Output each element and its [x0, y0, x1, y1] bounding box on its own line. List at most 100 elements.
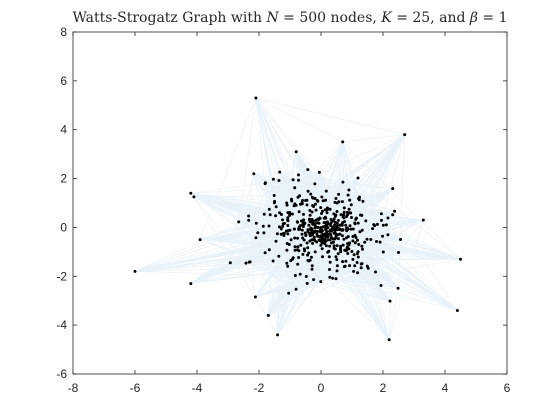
graph-node — [381, 234, 384, 238]
graph-node — [309, 228, 313, 232]
graph-node — [360, 244, 364, 248]
graph-node — [302, 238, 306, 242]
graph-node — [274, 205, 278, 209]
graph-node — [313, 197, 317, 200]
graph-node — [285, 248, 289, 252]
graph-node — [380, 218, 383, 222]
graph-node — [318, 239, 322, 243]
graph-node — [285, 203, 289, 207]
graph-node — [286, 216, 290, 220]
graph-node — [328, 275, 332, 279]
graph-node — [316, 234, 320, 238]
graph-node — [314, 202, 317, 206]
graph-node — [286, 232, 290, 236]
graph-node — [306, 189, 310, 193]
graph-node — [334, 277, 338, 281]
graph-node — [277, 179, 281, 182]
graph-node — [189, 191, 193, 195]
graph-node — [291, 178, 295, 182]
graph-node — [345, 215, 349, 218]
graph-node — [312, 205, 316, 208]
graph-node — [319, 234, 323, 238]
graph-node — [300, 201, 304, 204]
graph-node — [335, 225, 339, 228]
graph-node — [288, 212, 292, 216]
graph-node — [355, 261, 359, 264]
graph-node — [393, 209, 397, 213]
graph-node — [298, 227, 302, 231]
graph-node — [320, 237, 324, 241]
y-tick-label: 6 — [60, 74, 67, 88]
graph-node — [337, 192, 341, 196]
graph-node — [348, 224, 352, 228]
graph-node — [326, 250, 330, 254]
graph-node — [335, 258, 339, 262]
graph-node — [333, 229, 337, 233]
graph-node — [371, 227, 375, 231]
chart-title: Watts-Strogatz Graph with N = 500 nodes,… — [72, 10, 507, 26]
graph-node — [303, 231, 307, 235]
graph-node — [287, 291, 291, 295]
graph-node — [360, 213, 364, 217]
graph-node — [296, 262, 300, 266]
graph-node — [253, 295, 257, 299]
graph-node — [313, 182, 317, 186]
graph-node — [278, 225, 281, 229]
graph-node — [297, 178, 300, 182]
graph-node — [340, 234, 344, 238]
graph-node — [351, 257, 355, 261]
graph-node — [325, 234, 329, 238]
graph-node — [320, 195, 324, 199]
graph-node — [279, 227, 283, 231]
graph-node — [304, 275, 308, 278]
graph-node — [133, 269, 137, 273]
graph-node — [325, 211, 329, 215]
graph-node — [421, 218, 425, 222]
graph-node — [333, 220, 337, 224]
graph-node — [321, 209, 324, 213]
graph-node — [312, 230, 316, 234]
graph-node — [306, 246, 310, 250]
graph-node — [338, 232, 342, 236]
graph-node — [317, 170, 321, 174]
graph-node — [296, 248, 299, 252]
graph-node — [320, 241, 324, 245]
graph-node — [319, 226, 323, 230]
graph-node — [307, 251, 311, 255]
graph-node — [346, 252, 350, 255]
graph-node — [351, 235, 355, 238]
graph-node — [290, 197, 293, 201]
graph-node — [286, 211, 290, 215]
graph-node — [324, 189, 328, 193]
graph-node — [328, 268, 331, 271]
graph-node — [357, 243, 361, 246]
graph-node — [336, 228, 340, 232]
graph-node — [378, 240, 382, 244]
graph-node — [329, 224, 333, 227]
graph-node — [332, 226, 336, 230]
graph-node — [356, 176, 360, 180]
graph-node — [267, 248, 271, 252]
graph-node — [297, 210, 301, 214]
graph-node — [267, 207, 271, 211]
graph-node — [339, 244, 343, 248]
graph-node — [301, 220, 305, 224]
graph-node — [381, 250, 385, 254]
y-tick-label: 2 — [60, 172, 67, 186]
graph-node — [329, 233, 333, 237]
graph-node — [281, 224, 285, 228]
graph-node — [198, 238, 202, 242]
graph-node — [455, 309, 459, 312]
x-tick-label: -8 — [68, 381, 79, 395]
y-tick-label: 8 — [60, 25, 67, 39]
graph-node — [329, 236, 333, 239]
graph-node — [305, 241, 309, 245]
graph-node — [333, 237, 337, 241]
graph-node — [296, 236, 300, 240]
graph-node — [274, 214, 278, 218]
graph-node — [388, 299, 392, 303]
graph-node — [308, 213, 312, 217]
graph-node — [331, 276, 335, 280]
graph-node — [303, 249, 307, 253]
graph-node — [337, 200, 341, 204]
